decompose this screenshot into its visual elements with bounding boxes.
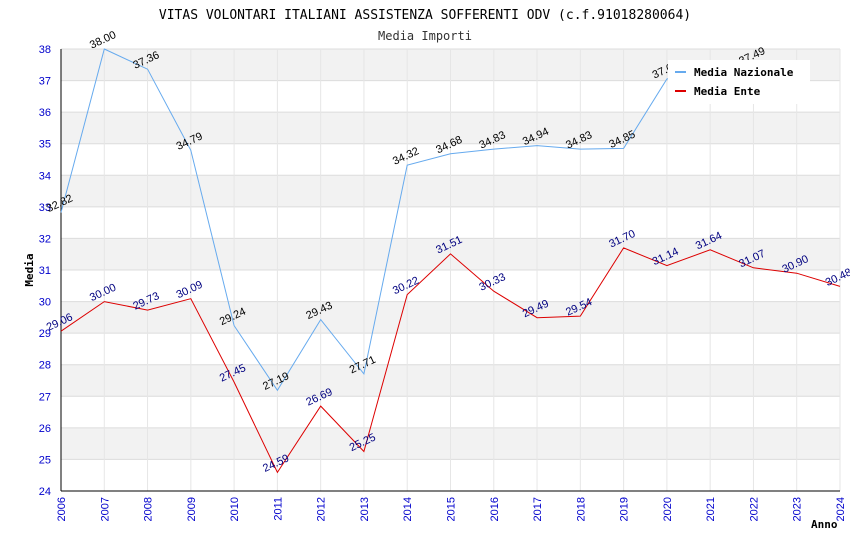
- x-tick-label: 2006: [56, 497, 68, 521]
- y-tick-label: 38: [39, 44, 51, 56]
- series-lines: [60, 48, 841, 474]
- x-tick-label: 2016: [489, 497, 501, 521]
- x-tick-label: 2010: [229, 497, 241, 521]
- x-tick-label: 2023: [792, 497, 804, 521]
- x-tick-label: 2008: [143, 497, 155, 521]
- y-tick-label: 33: [39, 202, 51, 214]
- x-tick-label: 2019: [619, 497, 631, 521]
- y-tick-label: 27: [39, 391, 51, 403]
- x-tick-label: 2018: [575, 497, 587, 521]
- axes: 24 25 26 27 28 29 30 31 32 33 34 35 36 37 38 2006 2007 20…: [39, 44, 847, 521]
- y-tick-label: 37: [39, 76, 51, 88]
- x-tick-label: 2011: [272, 497, 284, 521]
- chart-subtitle: Media Importi: [378, 29, 472, 43]
- y-tick-label: 28: [39, 360, 51, 372]
- grid-lines: [60, 48, 841, 492]
- y-tick-label: 25: [39, 454, 51, 466]
- series-line-0: [60, 48, 754, 392]
- legend-entry: Media Ente: [694, 85, 761, 98]
- y-tick-label: 36: [39, 107, 51, 119]
- y-tick-label: 26: [39, 423, 51, 435]
- y-axis-label: Media: [23, 253, 36, 286]
- x-tick-label: 2013: [359, 497, 371, 521]
- data-label: 38.00: [88, 29, 118, 52]
- x-tick-label: 2024: [835, 497, 847, 521]
- x-axis-label: Anno: [811, 518, 838, 531]
- legend: Media Nazionale Media Ente: [668, 60, 810, 104]
- chart-title: VITAS VOLONTARI ITALIANI ASSISTENZA SOFF…: [159, 8, 691, 23]
- x-tick-label: 2007: [99, 497, 111, 521]
- x-tick-label: 2012: [316, 497, 328, 521]
- x-tick-label: 2015: [446, 497, 458, 521]
- y-tick-label: 29: [39, 328, 51, 340]
- x-tick-label: 2014: [402, 497, 414, 521]
- legend-box: [668, 60, 810, 104]
- x-tick-label: 2021: [705, 497, 717, 521]
- y-tick-label: 31: [39, 265, 51, 277]
- series-line-1: [60, 247, 841, 474]
- y-tick-label: 24: [39, 486, 51, 498]
- legend-entry: Media Nazionale: [694, 66, 794, 79]
- x-tick-label: 2017: [532, 497, 544, 521]
- x-tick-label: 2009: [186, 497, 198, 521]
- x-tick-label: 2022: [748, 497, 760, 521]
- y-tick-label: 30: [39, 297, 51, 309]
- y-tick-label: 35: [39, 139, 51, 151]
- y-tick-label: 32: [39, 233, 51, 245]
- y-tick-label: 34: [39, 170, 51, 182]
- x-tick-label: 2020: [662, 497, 674, 521]
